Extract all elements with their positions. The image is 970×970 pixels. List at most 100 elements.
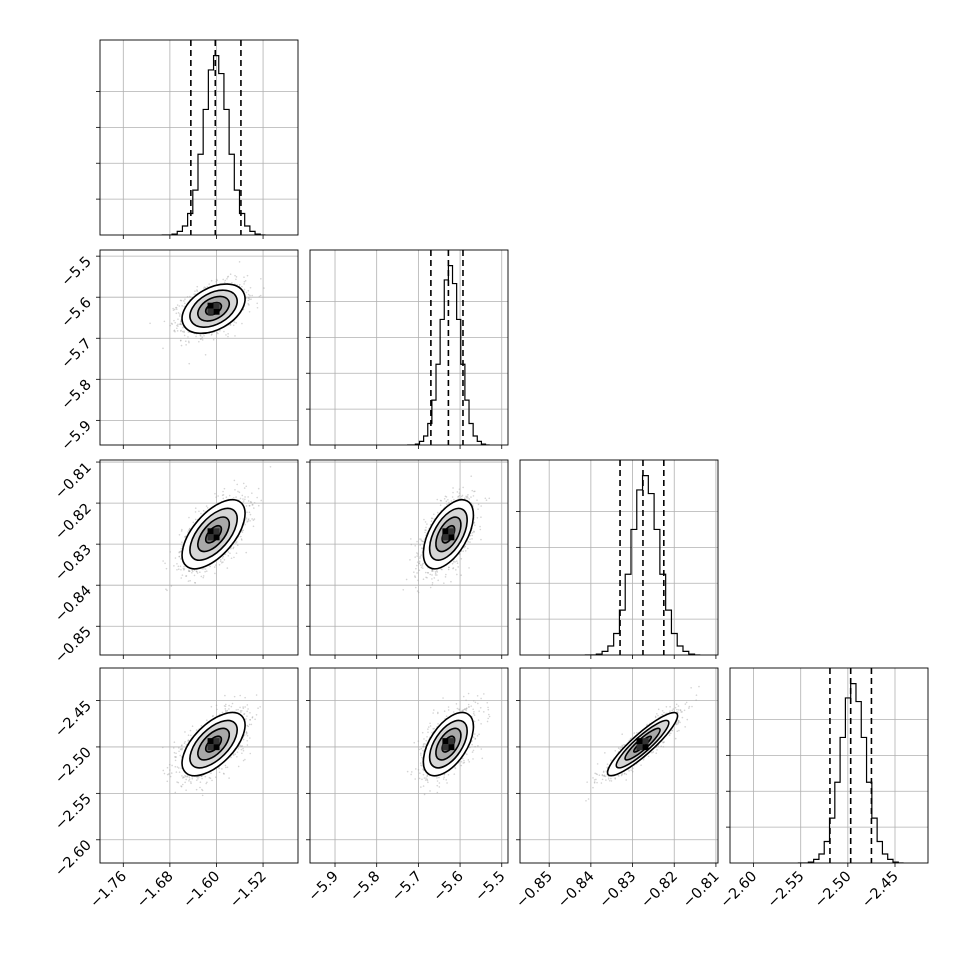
scatter-point	[233, 321, 236, 323]
scatter-point	[196, 572, 199, 574]
scatter-point	[229, 547, 232, 550]
scatter-point	[165, 567, 168, 570]
scatter-point	[219, 560, 222, 563]
scatter-point	[172, 309, 175, 311]
scatter-point	[221, 494, 224, 497]
scatter-point	[176, 781, 178, 783]
scatter-point	[269, 465, 272, 468]
scatter-point	[415, 567, 417, 570]
scatter-point	[237, 490, 239, 493]
scatter-point	[238, 491, 241, 494]
scatter-point	[245, 551, 248, 554]
scatter-point	[206, 719, 208, 722]
scatter-point	[445, 500, 448, 503]
density-core	[207, 528, 214, 535]
scatter-point	[196, 285, 199, 288]
scatter-point	[204, 568, 207, 570]
scatter-point	[402, 588, 405, 591]
scatter-point	[187, 734, 190, 737]
scatter-point	[244, 498, 246, 501]
scatter-point	[223, 487, 226, 490]
scatter-point	[244, 758, 246, 761]
scatter-point	[232, 547, 235, 550]
scatter-point	[180, 320, 182, 323]
scatter-point	[460, 557, 463, 560]
scatter-point	[163, 772, 166, 775]
scatter-point	[194, 511, 197, 513]
scatter-point	[247, 708, 249, 710]
scatter-point	[174, 791, 177, 794]
scatter-point	[229, 552, 231, 555]
scatter-point	[239, 694, 242, 697]
scatter-point	[440, 568, 443, 570]
scatter-point	[175, 312, 178, 315]
scatter-point	[436, 574, 438, 576]
scatter-point	[179, 558, 182, 560]
scatter-point	[243, 280, 246, 283]
scatter-point	[166, 589, 168, 592]
scatter-point	[409, 559, 411, 561]
scatter-point	[479, 525, 481, 528]
scatter-point	[260, 278, 262, 280]
scatter-point	[431, 570, 434, 572]
scatter-point	[225, 710, 227, 713]
scatter-point	[419, 564, 422, 567]
scatter-point	[236, 544, 239, 547]
scatter-point	[201, 339, 204, 341]
density-core	[207, 534, 214, 541]
scatter-point	[202, 575, 205, 577]
scatter-point	[188, 341, 190, 344]
scatter-point	[199, 338, 202, 340]
scatter-point	[410, 543, 413, 546]
scatter-point	[233, 497, 235, 499]
scatter-point	[183, 569, 185, 571]
scatter-point	[242, 501, 244, 504]
scatter-point	[446, 503, 448, 506]
scatter-point	[471, 489, 474, 492]
scatter-point	[480, 516, 482, 518]
scatter-point	[205, 570, 208, 572]
scatter-point	[468, 567, 470, 569]
scatter-point	[172, 307, 174, 310]
panel-1-0	[96, 249, 299, 449]
scatter-point	[250, 298, 252, 300]
scatter-point	[179, 323, 181, 325]
scatter-point	[182, 777, 184, 779]
scatter-point	[176, 330, 179, 332]
scatter-point	[179, 322, 182, 325]
scatter-point	[249, 501, 252, 503]
scatter-point	[469, 534, 472, 537]
scatter-point	[225, 703, 227, 706]
scatter-point	[149, 322, 151, 325]
scatter-point	[251, 294, 253, 297]
scatter-point	[178, 555, 181, 558]
scatter-point	[199, 334, 202, 337]
scatter-point	[245, 519, 247, 521]
scatter-point	[178, 305, 181, 307]
scatter-point	[417, 579, 419, 582]
scatter-point	[188, 780, 190, 782]
scatter-point	[253, 501, 256, 504]
scatter-point	[166, 773, 169, 776]
scatter-point	[206, 506, 209, 509]
scatter-point	[249, 719, 251, 721]
scatter-point	[416, 572, 418, 574]
scatter-point	[452, 560, 455, 563]
scatter-point	[421, 565, 424, 567]
scatter-point	[180, 299, 183, 302]
scatter-point	[187, 336, 189, 338]
scatter-point	[225, 496, 228, 498]
scatter-point	[242, 749, 245, 752]
scatter-point	[431, 574, 433, 576]
scatter-point	[460, 495, 463, 498]
scatter-point	[247, 500, 250, 502]
scatter-point	[184, 302, 186, 305]
scatter-point	[191, 571, 193, 574]
scatter-point	[165, 588, 167, 591]
scatter-point	[245, 297, 248, 299]
scatter-point	[248, 511, 251, 514]
scatter-point	[248, 504, 251, 507]
scatter-point	[194, 290, 196, 292]
scatter-point	[201, 336, 204, 339]
scatter-point	[196, 290, 199, 292]
